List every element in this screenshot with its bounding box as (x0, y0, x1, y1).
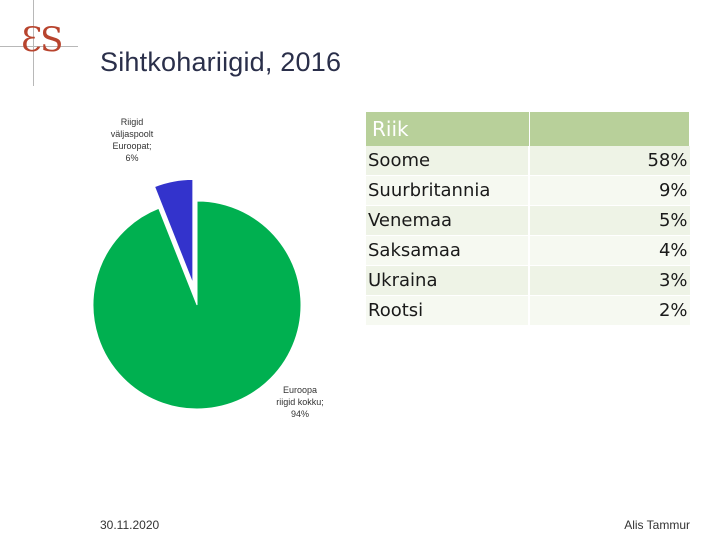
table-cell-share: 3% (528, 265, 690, 296)
table-header-share (529, 112, 690, 146)
table-cell-country: Saksamaa (366, 235, 529, 266)
pie-label-outside-line-4: 6% (125, 153, 139, 163)
pie-label-outside-line-3: Euroopat; (112, 141, 152, 151)
pie-label-outside-europe: Riigid väljaspoolt Euroopat; 6% (96, 116, 168, 164)
pie-slice-0 (92, 200, 302, 410)
country-table: Riik Soome 58% Suurbritannia 9% Venemaa … (366, 112, 690, 326)
logo-horizontal-line (0, 46, 78, 47)
pie-label-outside-line-1: Riigid (120, 117, 144, 127)
table-cell-country: Ukraina (366, 265, 529, 296)
logo-vertical-line (33, 0, 34, 86)
table-cell-share: 2% (528, 295, 690, 326)
logo-mark: ƐS (21, 20, 64, 60)
table-cell-share: 9% (528, 175, 690, 206)
footer-author: Alis Tammur (624, 518, 690, 532)
pie-label-europe: Euroopa riigid kokku; 94% (260, 384, 340, 420)
table-header-row: Riik (366, 112, 690, 146)
table-row: Suurbritannia 9% (366, 175, 690, 206)
pie-label-europe-line-1: Euroopa (282, 385, 318, 395)
table-cell-share: 5% (528, 205, 690, 236)
pie-label-outside-line-2: väljaspoolt (110, 129, 154, 139)
table-row: Ukraina 3% (366, 265, 690, 296)
table-row: Rootsi 2% (366, 295, 690, 326)
pie-slice-1 (153, 178, 194, 284)
table-cell-country: Suurbritannia (366, 175, 529, 206)
page-title: Sihtkohariigid, 2016 (100, 47, 342, 77)
table-row: Saksamaa 4% (366, 235, 690, 266)
table-cell-country: Venemaa (366, 205, 529, 236)
table-header-country: Riik (366, 112, 530, 146)
table-row: Soome 58% (366, 146, 690, 176)
footer-date: 30.11.2020 (100, 518, 160, 532)
pie-label-europe-line-2: riigid kokku; (276, 397, 324, 407)
table-row: Venemaa 5% (366, 205, 690, 236)
logo: ƐS (0, 0, 80, 90)
table-cell-country: Rootsi (366, 295, 529, 326)
table-cell-share: 4% (528, 235, 690, 266)
table-cell-share: 58% (528, 146, 690, 176)
pie-label-europe-line-3: 94% (290, 409, 309, 419)
table-cell-country: Soome (366, 146, 529, 176)
